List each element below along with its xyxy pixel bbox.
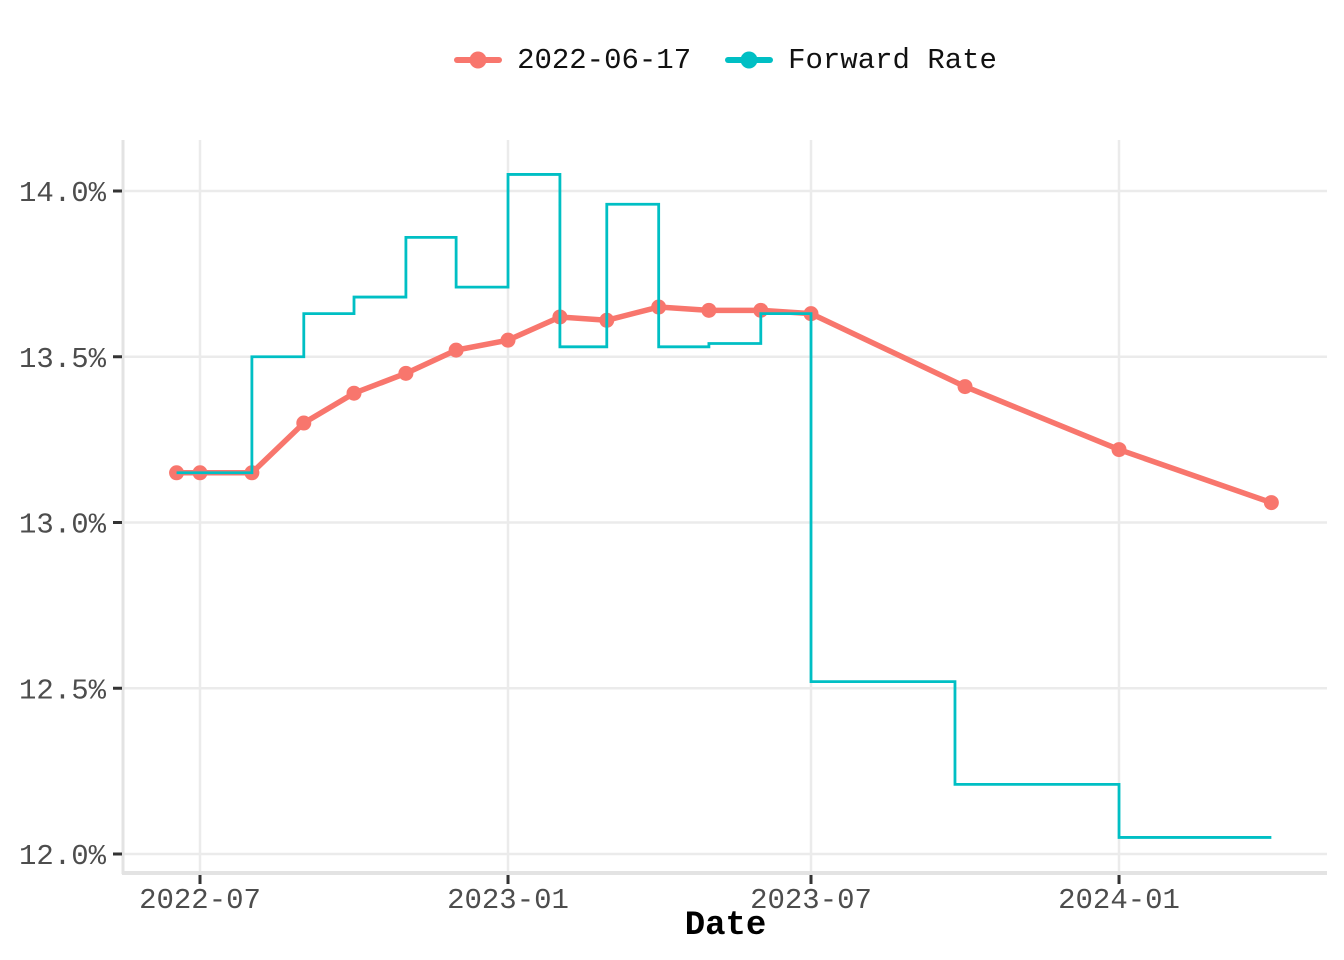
series-2022-06-17-marker (346, 385, 362, 401)
series-2022-06-17-marker (398, 365, 414, 381)
legend-line-dot-marker-red (454, 51, 503, 69)
series-2022-06-17-marker (448, 342, 464, 358)
x-axis-title: Date (684, 907, 767, 945)
y-tick-label: 14.0% (19, 177, 107, 210)
series-2022-06-17-marker (701, 302, 717, 318)
y-tick-label: 13.0% (19, 509, 107, 542)
series-2022-06-17-marker (500, 332, 516, 348)
y-tick-label: 12.0% (19, 840, 107, 873)
series-2022-06-17-marker (1263, 495, 1279, 511)
legend-label-2022-06-17: 2022-06-17 (517, 43, 692, 77)
legend-item-forward-rate: Forward Rate (725, 44, 997, 77)
chart-legend: 2022-06-17 Forward Rate (124, 36, 1327, 84)
series-2022-06-17-marker (957, 379, 973, 395)
y-tick-label: 12.5% (19, 674, 107, 707)
forward-rate-step-line (176, 173, 1272, 839)
series-2022-06-17-marker (296, 415, 312, 431)
x-tick-label: 2023-01 (447, 884, 569, 917)
legend-item-2022-06-17: 2022-06-17 (454, 44, 691, 77)
series-2022-06-17-marker (1111, 442, 1127, 458)
legend-line-dot-marker-teal (725, 51, 774, 69)
x-tick-label: 2023-07 (750, 884, 872, 917)
series-2022-06-17-line (173, 304, 1275, 506)
x-tick-label: 2022-07 (139, 884, 261, 917)
x-tick-label: 2024-01 (1058, 884, 1180, 917)
legend-dot-teal (740, 51, 758, 69)
legend-label-forward-rate: Forward Rate (788, 43, 997, 77)
legend-dot-red (469, 51, 487, 69)
y-tick-label: 13.5% (19, 343, 107, 376)
